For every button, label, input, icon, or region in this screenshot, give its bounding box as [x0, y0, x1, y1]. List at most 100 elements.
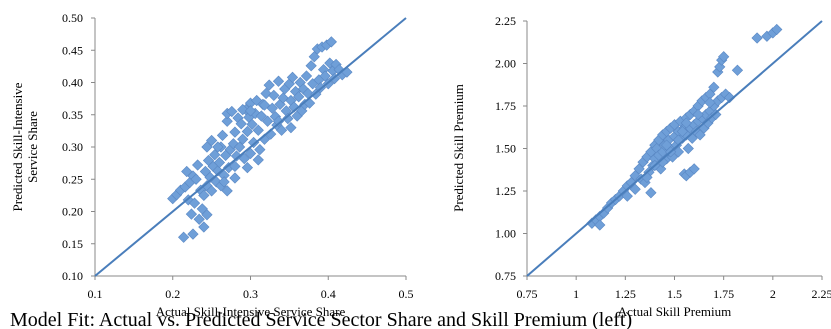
data-point [645, 187, 657, 199]
data-point [714, 61, 726, 73]
data-point [305, 60, 317, 72]
data-point [682, 142, 694, 155]
x-tick-label: 0.75 [517, 287, 538, 301]
data-point [206, 185, 218, 197]
data-point [731, 64, 744, 76]
y-tick-label: 1.00 [495, 227, 516, 241]
y-tick-label: 0.75 [495, 269, 516, 283]
y-tick-label: 2.25 [495, 14, 516, 28]
x-tick-label: 2.25 [812, 287, 831, 301]
x-tick-label: 0.2 [165, 287, 180, 301]
data-point [221, 115, 233, 127]
data-point [252, 154, 264, 166]
y-tick-label: 1.25 [495, 184, 516, 198]
x-tick-label: 0.1 [88, 287, 103, 301]
x-tick-label: 1.75 [713, 287, 734, 301]
data-point [178, 231, 190, 243]
x-tick-label: 2 [770, 287, 776, 301]
y-axis-title: Predicted Skill Premium [451, 84, 466, 212]
data-point [710, 108, 722, 121]
data-point [704, 96, 716, 109]
data-point [272, 115, 285, 127]
data-point [229, 160, 241, 172]
data-point [268, 89, 280, 102]
data-point [198, 221, 210, 233]
y-axis-title-line: Predicted Skill-Intensive [10, 82, 25, 211]
x-axis-title: Actual Skill Premium [618, 304, 731, 319]
data-point [286, 71, 299, 83]
y-tick-label: 0.15 [62, 237, 83, 251]
y-tick-label: 0.45 [62, 43, 83, 57]
data-point [192, 159, 204, 171]
data-point [771, 23, 783, 36]
y-tick-label: 0.50 [62, 11, 83, 25]
data-point [629, 183, 641, 195]
x-tick-label: 1.5 [667, 287, 682, 301]
data-point [325, 36, 337, 48]
data-point [251, 94, 263, 107]
chart-right: 0.75 1.00 1.25 1.50 1.75 2.00 2.25 0.75 1 1.25 1.5… [451, 14, 831, 319]
data-point [285, 122, 297, 134]
data-point [272, 75, 285, 87]
data-point [261, 115, 274, 127]
data-point [218, 176, 230, 188]
reference-line [94, 17, 407, 277]
y-axis-title: Predicted Skill-IntensiveService Share [10, 82, 40, 211]
data-point [260, 87, 272, 100]
data-point [254, 143, 266, 156]
data-point [229, 126, 241, 138]
data-point [293, 91, 305, 103]
x-tick-label: 1 [573, 287, 579, 301]
y-tick-label: 1.50 [495, 142, 516, 156]
data-point [308, 51, 320, 63]
data-point [190, 173, 202, 185]
y-axis-title-line: Service Share [25, 111, 40, 183]
data-point [594, 219, 606, 231]
y-tick-label: 2.00 [495, 57, 516, 71]
data-point [680, 117, 692, 129]
x-tick-label: 1.25 [615, 287, 636, 301]
data-point [226, 105, 238, 118]
data-point [233, 141, 246, 153]
data-point [241, 162, 254, 174]
data-point [657, 156, 669, 168]
data-point [266, 102, 278, 114]
data-point [246, 118, 258, 131]
data-point [188, 197, 201, 209]
y-tick-label: 0.35 [62, 108, 83, 122]
x-tick-label: 0.3 [243, 287, 258, 301]
data-point [213, 156, 226, 169]
y-tick-label: 0.10 [62, 269, 83, 283]
data-point [206, 134, 218, 147]
data-point [238, 152, 250, 165]
data-point [241, 125, 254, 138]
data-point [201, 141, 213, 153]
data-point [216, 129, 229, 142]
x-axis-title: Actual Skill-Intensive Service Share [156, 304, 346, 319]
x-tick-label: 0.4 [321, 287, 336, 301]
data-point [255, 110, 268, 122]
data-point [263, 79, 275, 91]
reference-line [526, 20, 823, 277]
data-point [237, 133, 249, 145]
data-point [319, 70, 331, 82]
x-tick-label: 0.5 [399, 287, 414, 301]
data-point [235, 118, 247, 130]
data-point [185, 208, 198, 220]
data-point [258, 99, 271, 111]
y-tick-label: 0.25 [62, 172, 83, 186]
chart-left: 0.10 0.15 0.20 0.25 0.30 0.35 0.40 0.45 0.50 0.1 0… [10, 11, 414, 319]
data-point [221, 185, 233, 197]
data-point [193, 213, 205, 225]
data-point [244, 105, 257, 117]
y-tick-label: 0.20 [62, 205, 83, 219]
data-point [692, 108, 704, 121]
data-point [723, 91, 736, 104]
data-point [209, 149, 221, 161]
y-tick-label: 1.75 [495, 99, 516, 113]
data-point [718, 51, 730, 63]
data-point [187, 228, 199, 240]
data-point [661, 139, 673, 151]
y-tick-label: 0.30 [62, 140, 83, 154]
